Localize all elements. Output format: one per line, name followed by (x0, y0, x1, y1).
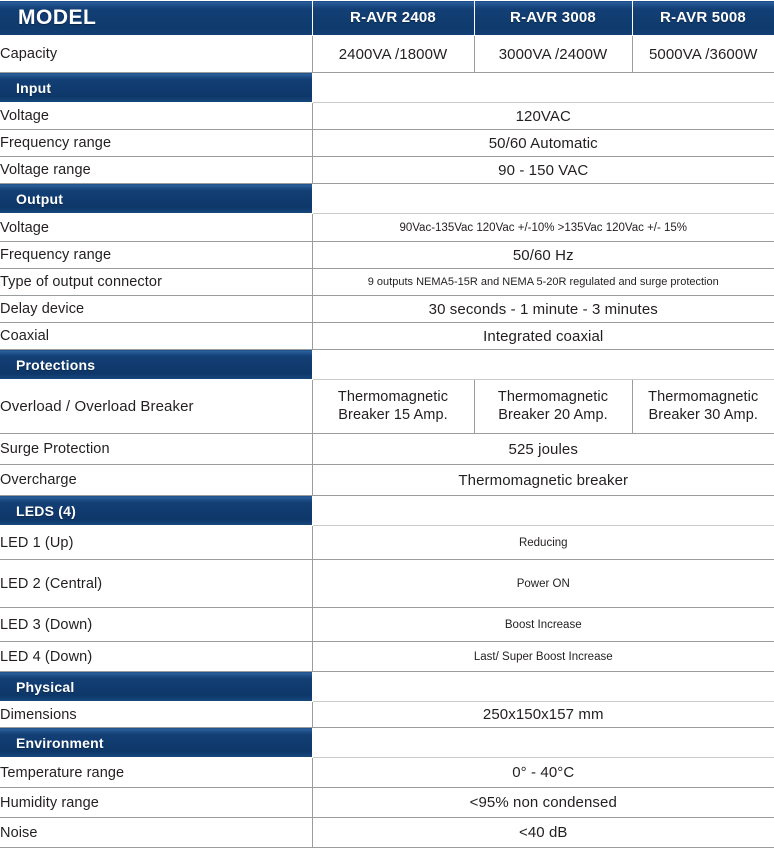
section-header-leds: LEDS (4) (0, 495, 774, 526)
section-label-leds: LEDS (4) (0, 495, 313, 526)
section-header-environment: Environment (0, 727, 774, 758)
table-row-coaxial: Coaxial Integrated coaxial (0, 322, 774, 350)
overload-value-3008: Thermomagnetic Breaker 20 Amp. (474, 379, 633, 434)
section-blank-output (312, 183, 774, 214)
table-row-input-voltage-range: Voltage range 90 - 150 VAC (0, 156, 774, 184)
row-value-temperature-range: 0° - 40°C (312, 757, 774, 788)
table-header-row: MODEL R-AVR 2408 R-AVR 3008 R-AVR 5008 (0, 0, 774, 36)
row-label-surge-protection: Surge Protection (0, 433, 313, 465)
row-value-input-voltage-range: 90 - 150 VAC (312, 156, 774, 184)
header-model-1: R-AVR 2408 (311, 0, 475, 36)
table-row-dimensions: Dimensions 250x150x157 mm (0, 701, 774, 728)
section-blank-protections (312, 349, 774, 380)
section-blank-environment (312, 727, 774, 758)
row-label-output-frequency: Frequency range (0, 241, 313, 269)
capacity-value-5008: 5000VA /3600W (632, 35, 774, 73)
row-label-delay-device: Delay device (0, 295, 313, 323)
row-value-led2: Power ON (312, 559, 774, 608)
table-row-surge-protection: Surge Protection 525 joules (0, 433, 774, 465)
table-row-capacity: Capacity 2400VA /1800W 3000VA /2400W 500… (0, 35, 774, 73)
table-row-led1: LED 1 (Up) Reducing (0, 525, 774, 560)
row-label-overcharge: Overcharge (0, 464, 313, 496)
section-label-protections: Protections (0, 349, 313, 380)
row-label-led3: LED 3 (Down) (0, 607, 313, 642)
section-blank-input (312, 72, 774, 103)
section-label-environment: Environment (0, 727, 313, 758)
row-value-noise: <40 dB (312, 817, 774, 848)
row-label-noise: Noise (0, 817, 313, 848)
row-value-surge-protection: 525 joules (312, 433, 774, 465)
section-label-output: Output (0, 183, 313, 214)
section-label-physical: Physical (0, 671, 313, 702)
table-row-input-voltage: Voltage 120VAC (0, 102, 774, 130)
row-label-led2: LED 2 (Central) (0, 559, 313, 608)
row-label-input-voltage-range: Voltage range (0, 156, 313, 184)
capacity-value-2408: 2400VA /1800W (312, 35, 475, 73)
table-row-overcharge: Overcharge Thermomagnetic breaker (0, 464, 774, 496)
row-value-input-frequency: 50/60 Automatic (312, 129, 774, 157)
model-1-label: R-AVR 2408 (350, 9, 436, 26)
table-row-temperature-range: Temperature range 0° - 40°C (0, 757, 774, 788)
section-header-physical: Physical (0, 671, 774, 702)
capacity-value-3008: 3000VA /2400W (474, 35, 633, 73)
row-value-delay-device: 30 seconds - 1 minute - 3 minutes (312, 295, 774, 323)
model-2-label: R-AVR 3008 (510, 9, 596, 26)
row-label-led1: LED 1 (Up) (0, 525, 313, 560)
row-label-coaxial: Coaxial (0, 322, 313, 350)
row-value-output-frequency: 50/60 Hz (312, 241, 774, 269)
row-value-led3: Boost Increase (312, 607, 774, 642)
row-value-led1: Reducing (312, 525, 774, 560)
table-row-input-frequency: Frequency range 50/60 Automatic (0, 129, 774, 157)
row-value-output-connector: 9 outputs NEMA5-15R and NEMA 5-20R regul… (312, 268, 774, 296)
overload-value-2408: Thermomagnetic Breaker 15 Amp. (312, 379, 475, 434)
row-label-input-voltage: Voltage (0, 102, 313, 130)
table-row-humidity-range: Humidity range <95% non condensed (0, 787, 774, 818)
section-blank-leds (312, 495, 774, 526)
table-row-led2: LED 2 (Central) Power ON (0, 559, 774, 608)
table-row-output-connector: Type of output connector 9 outputs NEMA5… (0, 268, 774, 296)
row-value-coaxial: Integrated coaxial (312, 322, 774, 350)
section-header-input: Input (0, 72, 774, 103)
table-row-output-voltage: Voltage 90Vac-135Vac 120Vac +/-10% >135V… (0, 213, 774, 242)
table-row-overload-breaker: Overload / Overload Breaker Thermomagnet… (0, 379, 774, 434)
row-label-overload-breaker: Overload / Overload Breaker (0, 379, 313, 434)
row-label-humidity-range: Humidity range (0, 787, 313, 818)
header-model-3: R-AVR 5008 (631, 0, 774, 36)
section-header-output: Output (0, 183, 774, 214)
header-model-2: R-AVR 3008 (473, 0, 633, 36)
overload-value-5008: Thermomagnetic Breaker 30 Amp. (632, 379, 774, 434)
row-value-dimensions: 250x150x157 mm (312, 701, 774, 728)
row-value-overcharge: Thermomagnetic breaker (312, 464, 774, 496)
row-label-temperature-range: Temperature range (0, 757, 313, 788)
row-label-dimensions: Dimensions (0, 701, 313, 728)
page-title: MODEL (18, 6, 97, 29)
row-label-capacity: Capacity (0, 35, 313, 73)
table-row-led3: LED 3 (Down) Boost Increase (0, 607, 774, 642)
table-row-output-frequency: Frequency range 50/60 Hz (0, 241, 774, 269)
row-value-input-voltage: 120VAC (312, 102, 774, 130)
row-value-output-voltage: 90Vac-135Vac 120Vac +/-10% >135Vac 120Va… (312, 213, 774, 242)
row-label-output-voltage: Voltage (0, 213, 313, 242)
table-row-led4: LED 4 (Down) Last/ Super Boost Increase (0, 641, 774, 672)
section-blank-physical (312, 671, 774, 702)
row-label-output-connector: Type of output connector (0, 268, 313, 296)
row-label-input-frequency: Frequency range (0, 129, 313, 157)
row-value-humidity-range: <95% non condensed (312, 787, 774, 818)
table-row-delay-device: Delay device 30 seconds - 1 minute - 3 m… (0, 295, 774, 323)
row-value-led4: Last/ Super Boost Increase (312, 641, 774, 672)
section-label-input: Input (0, 72, 313, 103)
header-model-cell: MODEL (0, 0, 313, 36)
table-row-noise: Noise <40 dB (0, 817, 774, 848)
model-3-label: R-AVR 5008 (660, 9, 746, 26)
section-header-protections: Protections (0, 349, 774, 380)
row-label-led4: LED 4 (Down) (0, 641, 313, 672)
